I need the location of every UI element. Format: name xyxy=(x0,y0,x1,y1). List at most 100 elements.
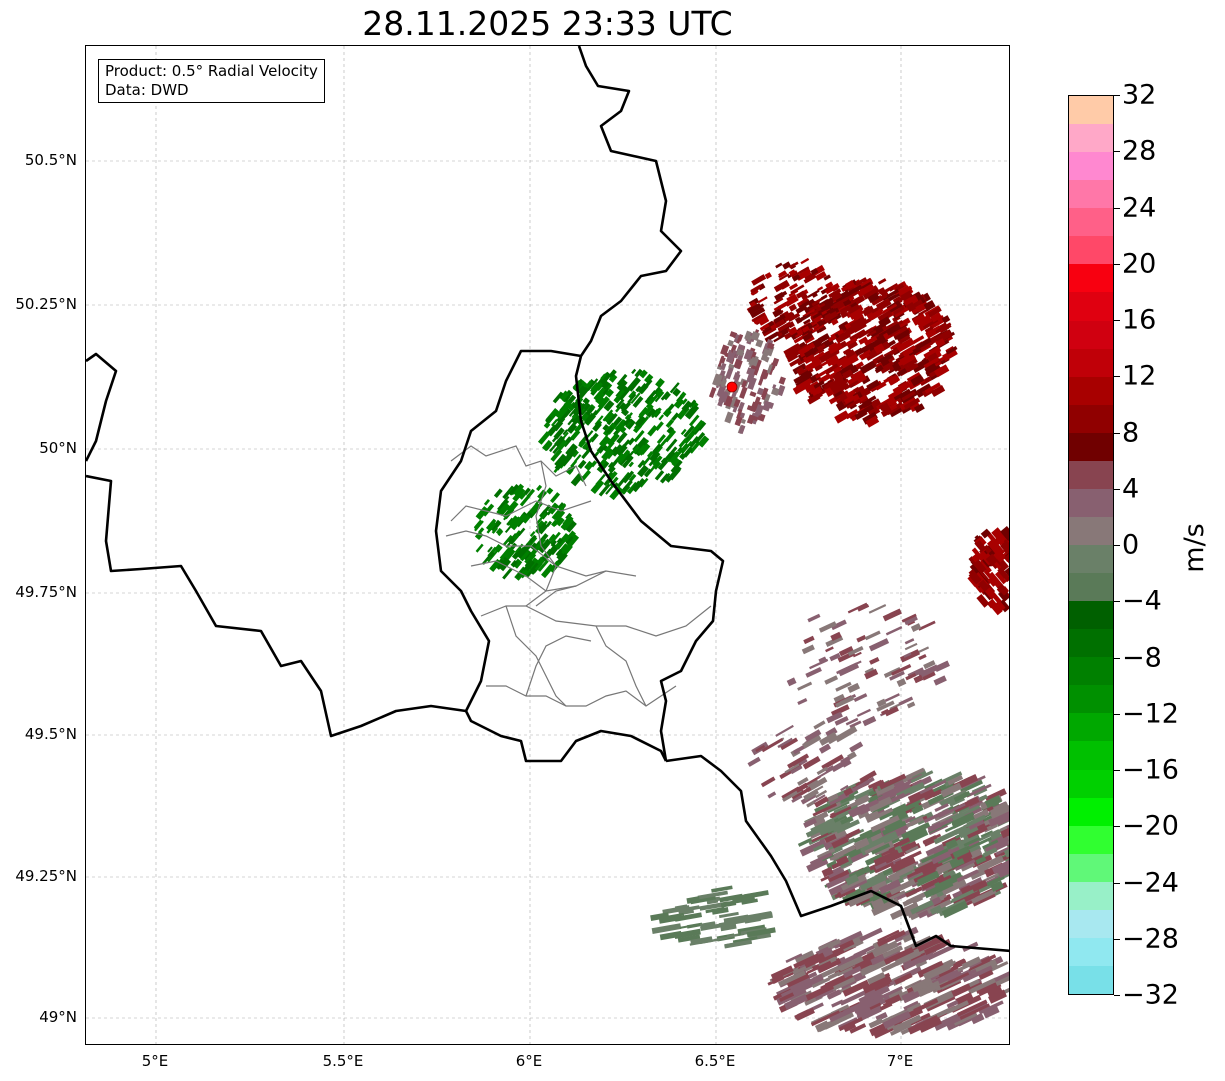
radar-echo xyxy=(809,852,833,866)
radar-echo xyxy=(898,285,913,296)
radar-echo xyxy=(616,373,628,386)
radar-echo xyxy=(837,662,860,677)
radar-echo xyxy=(664,429,677,443)
radar-echo xyxy=(754,404,764,416)
radar-echo xyxy=(876,930,906,947)
radar-echo xyxy=(570,460,578,468)
radar-echo xyxy=(845,874,859,886)
radar-echo xyxy=(803,635,815,645)
map-title: 28.11.2025 23:33 UTC xyxy=(362,4,733,43)
radar-echo xyxy=(804,358,821,370)
radar-echo xyxy=(746,414,755,425)
radar-echo xyxy=(600,373,607,381)
radar-echo xyxy=(917,980,942,997)
colorbar-tick-mark xyxy=(1114,95,1120,96)
radar-echo xyxy=(519,494,531,507)
radar-echo xyxy=(724,411,734,424)
radar-echo xyxy=(923,808,950,824)
radar-echo xyxy=(901,821,931,840)
lat-tick: 49.25°N xyxy=(15,867,77,885)
radar-echo xyxy=(835,681,852,692)
radar-echo xyxy=(832,930,863,949)
radar-echo xyxy=(816,319,823,325)
radar-echo xyxy=(996,810,1009,826)
radar-echo xyxy=(951,805,981,821)
radar-map[interactable]: Product: 0.5° Radial Velocity Data: DWD xyxy=(85,45,1010,1045)
radar-echo xyxy=(835,855,849,867)
radar-echo xyxy=(828,342,840,352)
radar-echo xyxy=(813,338,822,346)
radar-echo xyxy=(556,552,568,565)
colorbar-segment xyxy=(1069,292,1113,321)
radar-echo xyxy=(744,330,752,340)
radar-echo xyxy=(842,347,852,355)
radar-echo xyxy=(814,796,829,808)
radar-echo xyxy=(862,715,877,727)
colorbar-segment xyxy=(1069,909,1113,938)
radar-echo xyxy=(823,311,839,323)
radar-echo xyxy=(911,804,924,815)
radar-echo xyxy=(520,550,530,562)
radar-echo xyxy=(939,789,969,808)
radar-echo xyxy=(776,282,787,290)
radar-echo xyxy=(543,421,551,429)
radar-echo xyxy=(495,527,503,535)
radar-echo xyxy=(555,503,566,515)
radar-echo xyxy=(831,382,849,396)
radar-echo xyxy=(960,779,984,794)
radar-echo xyxy=(995,571,1007,585)
radar-echo xyxy=(723,914,749,923)
colorbar-tick-mark xyxy=(1114,657,1120,659)
radar-echo xyxy=(625,418,636,430)
radar-echo xyxy=(567,417,575,426)
radar-echo xyxy=(827,865,845,879)
radar-echo xyxy=(871,843,891,855)
data-source-label: Data: DWD xyxy=(105,81,189,99)
radar-echo xyxy=(658,915,679,924)
radar-echo xyxy=(545,415,552,423)
radar-echo xyxy=(847,751,857,760)
radar-echo xyxy=(744,917,761,924)
radar-echo xyxy=(857,404,874,417)
radar-echo xyxy=(672,387,681,397)
radar-echo xyxy=(775,724,794,737)
radar-echo xyxy=(820,307,835,319)
colorbar-tick-mark xyxy=(1114,488,1120,490)
radar-echo xyxy=(934,660,950,673)
radar-echo xyxy=(574,454,582,463)
radar-echo xyxy=(807,289,820,299)
radar-echo xyxy=(955,992,974,1006)
radar-echo xyxy=(603,400,615,412)
radar-echo xyxy=(802,353,816,365)
radar-echo xyxy=(881,847,896,857)
radar-echo xyxy=(836,664,854,675)
radar-echo xyxy=(856,708,871,718)
radar-echo xyxy=(790,765,803,775)
radar-echo xyxy=(990,880,1004,892)
radar-echo xyxy=(845,337,858,347)
radar-echo xyxy=(823,381,835,390)
radar-echo xyxy=(849,316,867,330)
radar-echo xyxy=(892,362,902,372)
radar-echo xyxy=(870,815,900,833)
radar-echo xyxy=(628,390,637,399)
map-canvas xyxy=(86,46,1009,1044)
radar-echo xyxy=(749,391,757,398)
radar-echo xyxy=(677,443,689,456)
radar-echo xyxy=(601,380,611,390)
radar-echo xyxy=(785,347,803,361)
radar-echo xyxy=(918,953,935,964)
radar-echo xyxy=(635,385,642,393)
radar-echo xyxy=(656,389,665,399)
radar-echo xyxy=(926,995,956,1012)
radar-echo xyxy=(949,833,979,850)
radar-echo xyxy=(791,274,801,282)
radar-echo xyxy=(653,407,662,418)
radar-echo xyxy=(871,897,885,910)
radar-echo xyxy=(951,887,978,903)
radar-echo xyxy=(974,540,987,553)
radar-echo xyxy=(883,375,894,384)
radar-echo xyxy=(646,451,654,459)
radar-echo xyxy=(953,796,980,813)
radar-echo xyxy=(627,437,636,446)
